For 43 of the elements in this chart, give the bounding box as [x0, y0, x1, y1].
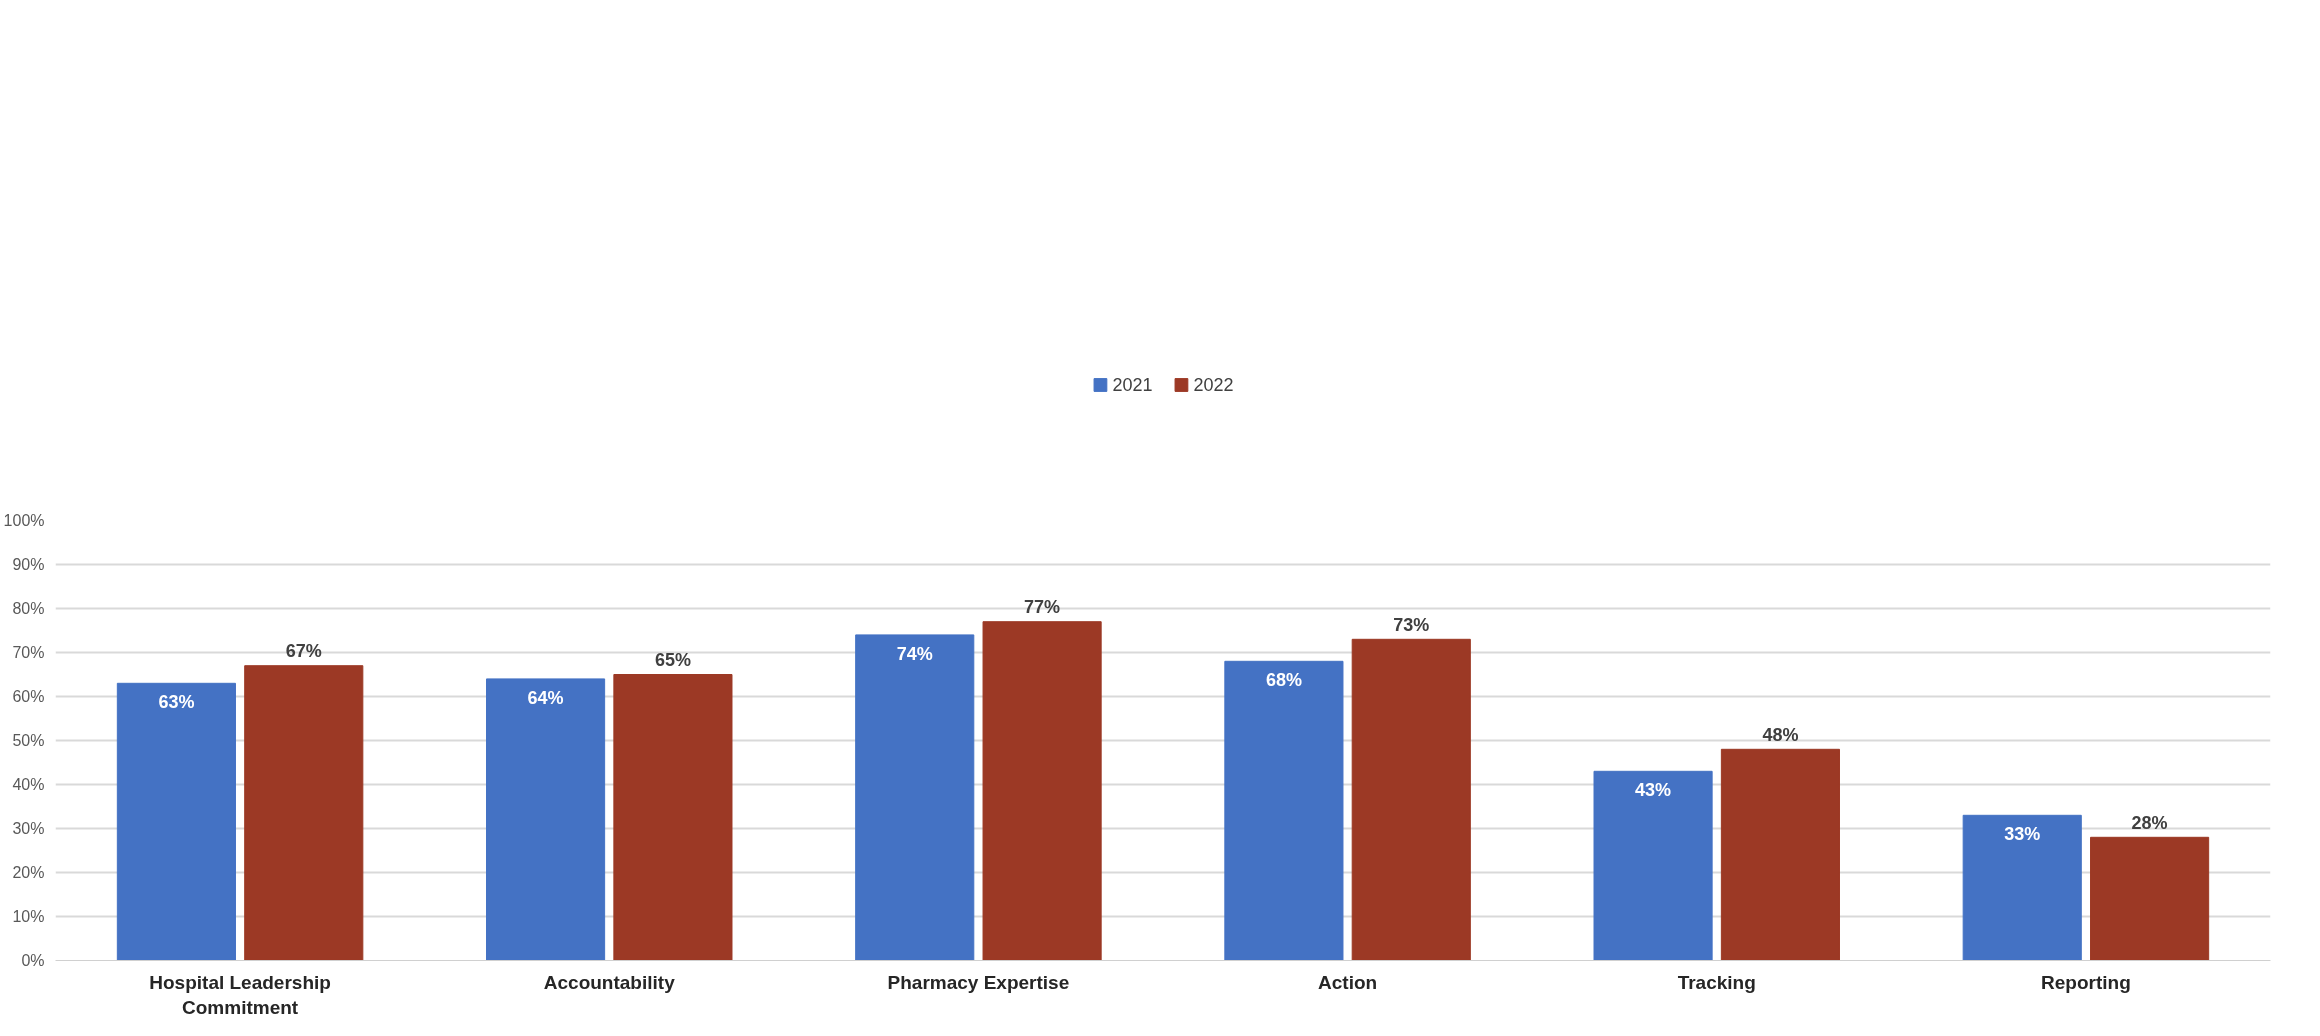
- x-tick-label: Pharmacy Expertise: [887, 971, 1070, 993]
- y-tick-label: 100%: [3, 512, 45, 529]
- bar: [2090, 836, 2210, 961]
- data-label: 73%: [1393, 614, 1430, 635]
- x-tick-label: Action: [1318, 971, 1378, 993]
- y-tick-label: 90%: [12, 556, 45, 573]
- bar: [982, 621, 1102, 961]
- data-label: 67%: [285, 641, 322, 662]
- y-tick-label: 50%: [12, 732, 45, 749]
- bar: [1224, 660, 1344, 961]
- y-tick-label: 20%: [12, 864, 45, 881]
- bar: [613, 674, 733, 961]
- data-label: 43%: [1635, 780, 1672, 801]
- bar: [1593, 770, 1713, 961]
- bar: [486, 678, 606, 961]
- bar: [244, 665, 364, 961]
- x-tick-label: Hospital Leadership Commitment: [149, 971, 331, 1018]
- legend-label: 2021: [1112, 374, 1153, 396]
- x-tick-label: Accountability: [543, 971, 676, 993]
- data-label: 68%: [1265, 670, 1302, 691]
- y-tick-label: 60%: [12, 688, 45, 705]
- x-tick-label: Reporting: [2041, 971, 2131, 993]
- y-tick-label: 70%: [12, 644, 45, 661]
- data-label: 63%: [158, 692, 195, 713]
- data-label: 48%: [1762, 724, 1799, 745]
- legend-label: 2022: [1193, 374, 1234, 396]
- x-tick-label: Tracking: [1677, 971, 1756, 993]
- bar: [1351, 638, 1471, 961]
- bar: [116, 682, 236, 961]
- y-tick-label: 30%: [12, 820, 45, 837]
- data-label: 64%: [527, 687, 564, 708]
- data-label: 65%: [654, 650, 691, 671]
- y-tick-label: 10%: [12, 908, 45, 925]
- data-label: 74%: [896, 643, 933, 664]
- bar: [1720, 748, 1840, 961]
- data-label: 28%: [2131, 812, 2168, 833]
- bar: [855, 634, 975, 961]
- data-label: 33%: [2004, 824, 2041, 845]
- y-tick-label: 0%: [21, 952, 45, 969]
- y-tick-label: 40%: [12, 776, 45, 793]
- bar: [1962, 814, 2082, 961]
- data-label: 77%: [1024, 597, 1061, 618]
- y-tick-label: 80%: [12, 600, 45, 617]
